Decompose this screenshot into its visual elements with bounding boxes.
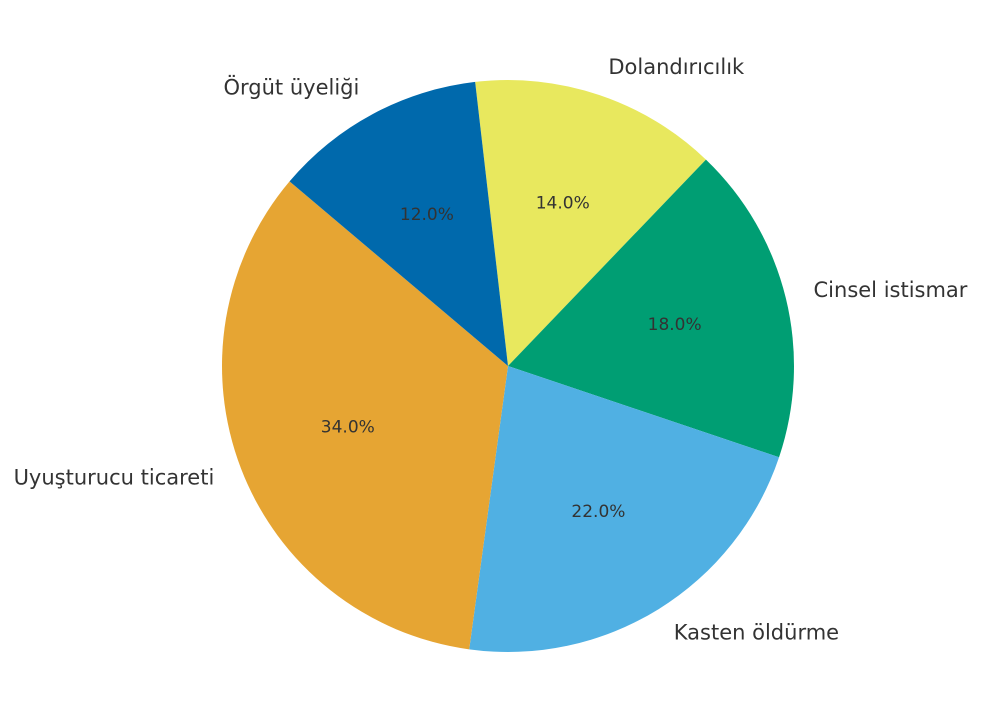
slice-percent-label: 18.0%	[648, 315, 702, 335]
slice-percent-label: 14.0%	[536, 193, 590, 213]
slice-percent-label: 22.0%	[571, 502, 625, 522]
slice-label: Cinsel istismar	[814, 278, 968, 302]
slice-label: Dolandırıcılık	[608, 55, 745, 79]
slice-label: Uyuşturucu ticareti	[14, 466, 215, 490]
slice-label: Örgüt üyeliği	[223, 75, 359, 100]
pie-slice	[222, 181, 509, 650]
slice-percent-label: 34.0%	[321, 417, 375, 437]
pie-slice	[475, 80, 706, 366]
pie-slice	[508, 159, 794, 458]
pie-slice	[469, 366, 780, 652]
slice-label: Kasten öldürme	[674, 620, 839, 644]
slice-percent-label: 12.0%	[400, 205, 454, 225]
pie-slice	[289, 81, 508, 366]
